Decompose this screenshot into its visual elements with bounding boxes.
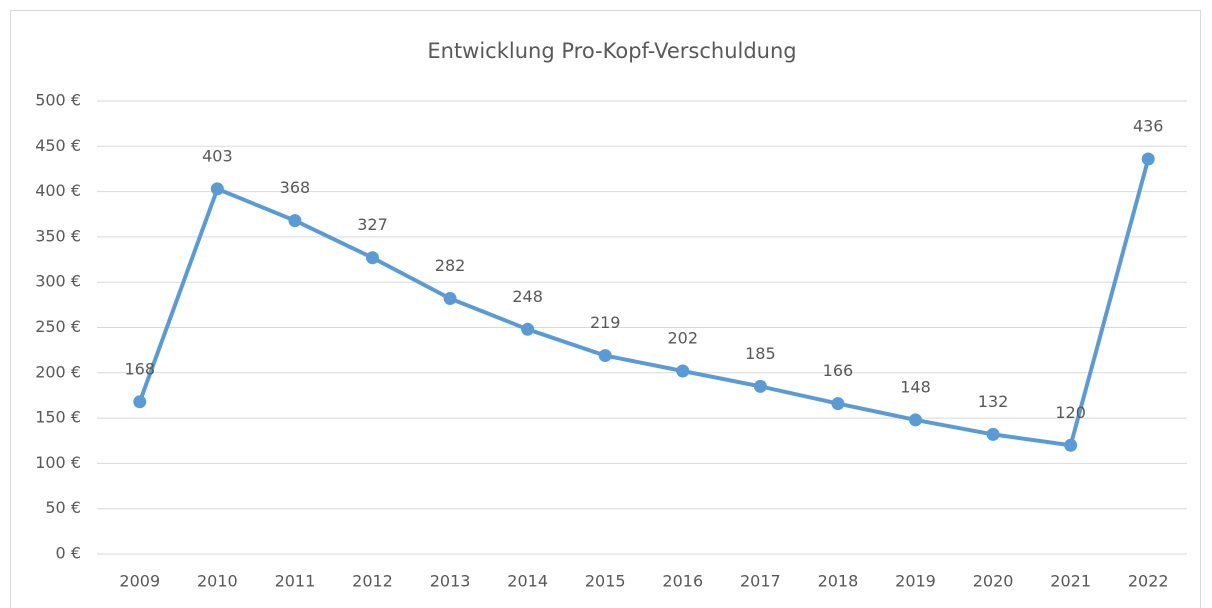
x-tick-label: 2016: [662, 572, 703, 591]
y-tick-label: 350 €: [35, 226, 81, 245]
data-point: [676, 364, 690, 378]
y-tick-label: 450 €: [35, 136, 81, 155]
data-label: 368: [280, 178, 311, 197]
x-tick-label: 2009: [119, 572, 160, 591]
x-tick-label: 2017: [740, 572, 781, 591]
data-label: 202: [668, 328, 699, 347]
x-tick-label: 2012: [352, 572, 393, 591]
data-label: 166: [823, 361, 854, 380]
y-tick-label: 300 €: [35, 272, 81, 291]
x-tick-label: 2010: [197, 572, 238, 591]
data-point: [1141, 152, 1155, 166]
data-point: [753, 379, 767, 393]
data-label: 168: [125, 359, 156, 378]
data-label: 120: [1055, 403, 1086, 422]
data-point: [909, 413, 922, 427]
x-tick-label: 2011: [275, 572, 316, 591]
y-tick-label: 400 €: [35, 181, 81, 200]
data-point: [366, 251, 379, 265]
data-point: [1064, 438, 1078, 452]
data-point: [986, 427, 1000, 441]
data-point: [133, 395, 147, 409]
chart-frame: [10, 10, 1201, 608]
data-point: [210, 182, 224, 196]
x-tick-label: 2013: [430, 572, 471, 591]
data-label: 185: [745, 344, 776, 363]
data-label: 403: [202, 146, 233, 165]
data-label: 282: [435, 256, 466, 275]
data-point: [521, 322, 535, 336]
y-tick-label: 0 €: [56, 544, 81, 563]
x-tick-label: 2019: [895, 572, 936, 591]
data-label: 327: [357, 215, 388, 234]
y-tick-label: 500 €: [35, 91, 81, 110]
chart-title: Entwicklung Pro-Kopf-Verschuldung: [427, 39, 796, 63]
data-point: [443, 292, 457, 306]
data-label: 219: [590, 313, 621, 332]
x-tick-label: 2022: [1128, 572, 1169, 591]
y-tick-label: 150 €: [35, 408, 81, 427]
x-tick-label: 2020: [973, 572, 1014, 591]
data-label: 132: [978, 392, 1009, 411]
x-tick-label: 2021: [1050, 572, 1091, 591]
data-label: 436: [1133, 116, 1164, 135]
y-tick-label: 200 €: [35, 362, 81, 381]
data-label: 148: [900, 377, 931, 396]
x-tick-label: 2014: [507, 572, 548, 591]
data-label: 248: [512, 287, 543, 306]
y-tick-label: 50 €: [45, 498, 81, 517]
y-tick-label: 100 €: [35, 453, 81, 472]
data-point: [831, 397, 845, 411]
x-tick-label: 2018: [818, 572, 859, 591]
x-tick-label: 2015: [585, 572, 626, 591]
data-point: [598, 349, 612, 363]
data-point: [288, 214, 302, 228]
data-line: [137, 158, 1151, 448]
y-tick-label: 250 €: [35, 317, 81, 336]
